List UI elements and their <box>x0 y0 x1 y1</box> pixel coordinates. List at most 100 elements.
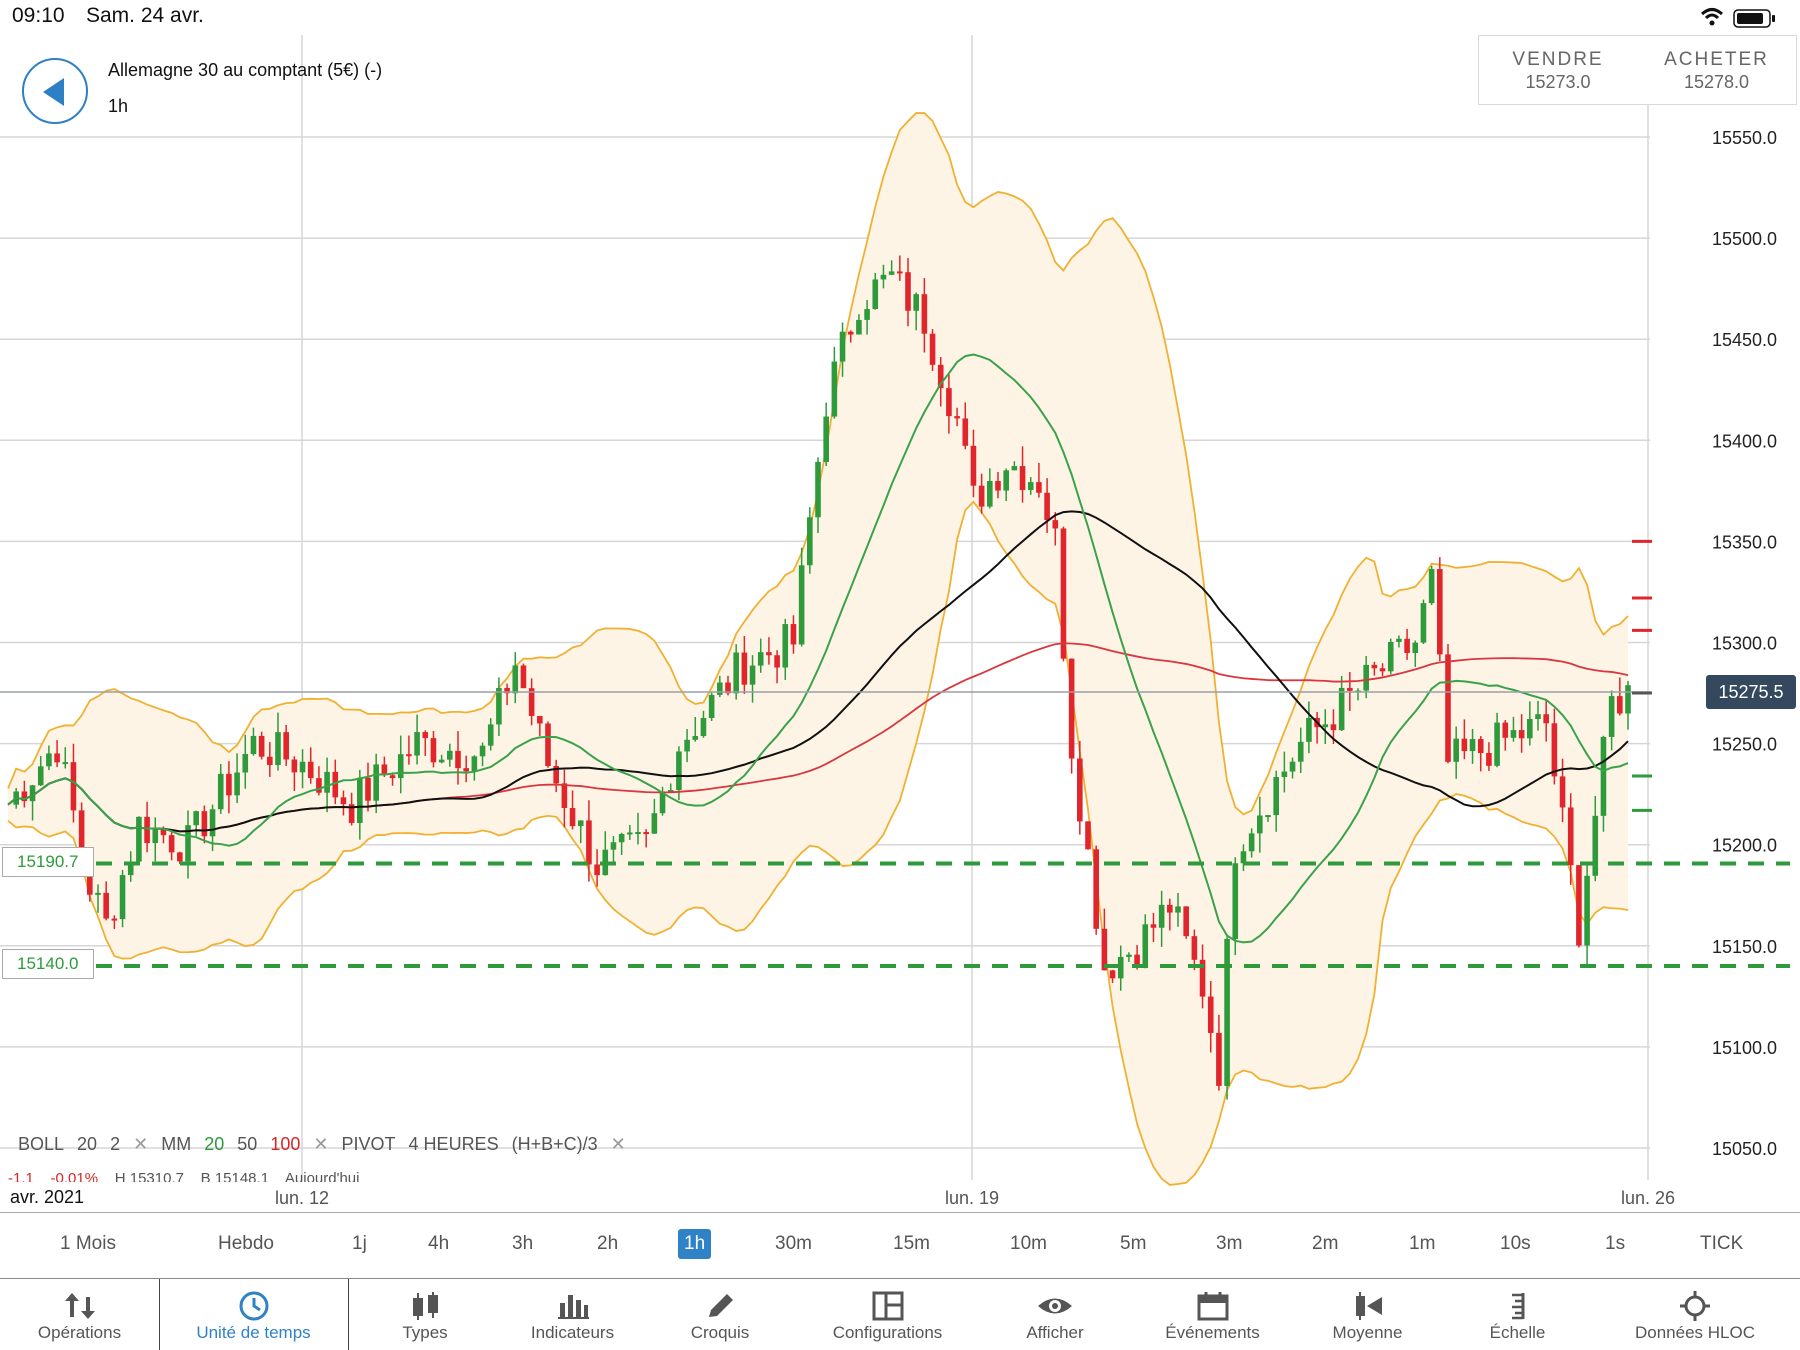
timeframe-2h[interactable]: 2h <box>597 1233 619 1254</box>
average-button[interactable]: Moyenne <box>1310 1279 1425 1350</box>
candle-body <box>856 319 862 335</box>
buy-button[interactable]: ACHETER 15278.0 <box>1637 35 1797 105</box>
stat-low: B 15148.1 <box>200 1170 270 1182</box>
timeframe-3m[interactable]: 3m <box>1216 1233 1243 1254</box>
timeframe-hebdo[interactable]: Hebdo <box>218 1233 274 1254</box>
candle-body <box>659 791 666 814</box>
timeframe-1-mois[interactable]: 1 Mois <box>60 1233 116 1254</box>
configurations-button[interactable]: Configurations <box>815 1279 960 1350</box>
display-button[interactable]: Afficher <box>1000 1279 1110 1350</box>
back-button[interactable] <box>22 58 88 124</box>
operations-button[interactable]: Opérations <box>0 1279 160 1350</box>
candle-body <box>692 736 699 740</box>
remove-boll-icon[interactable]: ✕ <box>133 1134 149 1154</box>
candle-body <box>226 773 232 796</box>
timeframe-30m[interactable]: 30m <box>775 1233 812 1254</box>
candle-body <box>340 797 347 805</box>
candle-body <box>291 759 298 773</box>
sketch-button[interactable]: Croquis <box>665 1279 775 1350</box>
mm-20: 20 <box>204 1134 225 1154</box>
pencil-icon <box>709 1294 733 1317</box>
support-level-2[interactable]: 15140.0 <box>2 949 94 979</box>
candle-body <box>1347 687 1353 691</box>
mm20-line <box>7 353 1629 944</box>
y-tick-label: 15150.0 <box>1712 937 1777 957</box>
timeframe-1j[interactable]: 1j <box>352 1233 367 1254</box>
timeframe-1m[interactable]: 1m <box>1409 1233 1436 1254</box>
y-tick-label: 15450.0 <box>1712 330 1777 350</box>
candle-body <box>1150 924 1157 928</box>
timeframe-10s[interactable]: 10s <box>1500 1233 1531 1254</box>
hloc-button[interactable]: Données HLOC <box>1620 1279 1770 1350</box>
timeframe-1s[interactable]: 1s <box>1605 1233 1626 1254</box>
candle-body <box>766 652 772 656</box>
sell-button[interactable]: VENDRE 15273.0 <box>1478 35 1638 105</box>
timeframe-15m[interactable]: 15m <box>893 1233 930 1254</box>
candle-body <box>1396 638 1402 642</box>
candle-body <box>1453 738 1459 762</box>
timeframe-3h[interactable]: 3h <box>512 1233 534 1254</box>
candle-body <box>1183 906 1189 937</box>
types-button[interactable]: Types <box>370 1279 480 1350</box>
candle-body <box>1608 696 1615 737</box>
candle-body <box>422 732 429 739</box>
indicators-label: Indicateurs <box>530 1323 615 1342</box>
candle-body <box>406 754 412 757</box>
support-level-1[interactable]: 15190.7 <box>2 847 94 877</box>
remove-mm-icon[interactable]: ✕ <box>313 1134 329 1154</box>
status-time: 09:10 <box>12 4 65 27</box>
candle-body <box>561 783 568 809</box>
candle-body <box>1175 906 1181 913</box>
timeunit-label: Unité de temps <box>196 1323 311 1342</box>
candle-body <box>471 756 478 772</box>
timeunit-button[interactable]: Unité de temps <box>159 1279 349 1350</box>
candle-body <box>29 785 36 802</box>
timeframe-5m[interactable]: 5m <box>1120 1233 1147 1254</box>
candle-body <box>962 418 969 446</box>
candle-body <box>1322 724 1329 728</box>
scale-button[interactable]: Échelle <box>1465 1279 1570 1350</box>
candle-body <box>1518 730 1525 739</box>
timeframe-4h[interactable]: 4h <box>428 1233 450 1254</box>
candle-body <box>954 416 960 419</box>
y-tick-label: 15400.0 <box>1712 431 1777 451</box>
candle-body <box>512 665 519 694</box>
candle-body <box>1387 641 1394 672</box>
sell-price: 15273.0 <box>1525 72 1591 92</box>
candle-body <box>1469 739 1476 752</box>
candle-body <box>37 766 44 786</box>
candle-body <box>1126 954 1132 957</box>
crosshair-icon <box>1680 1291 1710 1321</box>
candle-body <box>1535 714 1541 719</box>
price-chart[interactable]: 15550.0 15500.0 15450.0 15400.0 15350.0 15300… <box>0 0 1800 1212</box>
mm-50: 50 <box>237 1134 258 1154</box>
candle-body <box>127 861 134 876</box>
timeframe-2m[interactable]: 2m <box>1312 1233 1339 1254</box>
candle-body <box>299 761 306 773</box>
remove-pivot-icon[interactable]: ✕ <box>610 1134 626 1154</box>
sketch-label: Croquis <box>690 1323 750 1342</box>
candlestick-icon <box>413 1292 438 1320</box>
candle-body <box>569 808 576 827</box>
candle-body <box>1338 687 1345 731</box>
candle-body <box>397 754 404 779</box>
candle-body <box>21 791 28 802</box>
candle-body <box>357 777 363 823</box>
candle-body <box>201 811 208 837</box>
candle-body <box>1297 741 1304 762</box>
candle-body <box>872 279 879 310</box>
timeframe-tick[interactable]: TICK <box>1700 1233 1744 1254</box>
candle-body <box>1461 738 1468 752</box>
candle-body <box>1559 776 1566 808</box>
candle-body <box>95 892 101 895</box>
timeframe-1h[interactable]: 1h <box>678 1229 712 1259</box>
candle-body <box>1551 723 1558 777</box>
indicators-button[interactable]: Indicateurs <box>505 1279 640 1350</box>
candle-body <box>381 764 388 776</box>
candle-body <box>839 331 846 362</box>
candle-body <box>733 652 739 694</box>
y-tick-label: 15100.0 <box>1712 1038 1777 1058</box>
events-button[interactable]: Événements <box>1150 1279 1275 1350</box>
hloc-label: Données HLOC <box>1634 1323 1755 1342</box>
timeframe-10m[interactable]: 10m <box>1010 1233 1047 1254</box>
